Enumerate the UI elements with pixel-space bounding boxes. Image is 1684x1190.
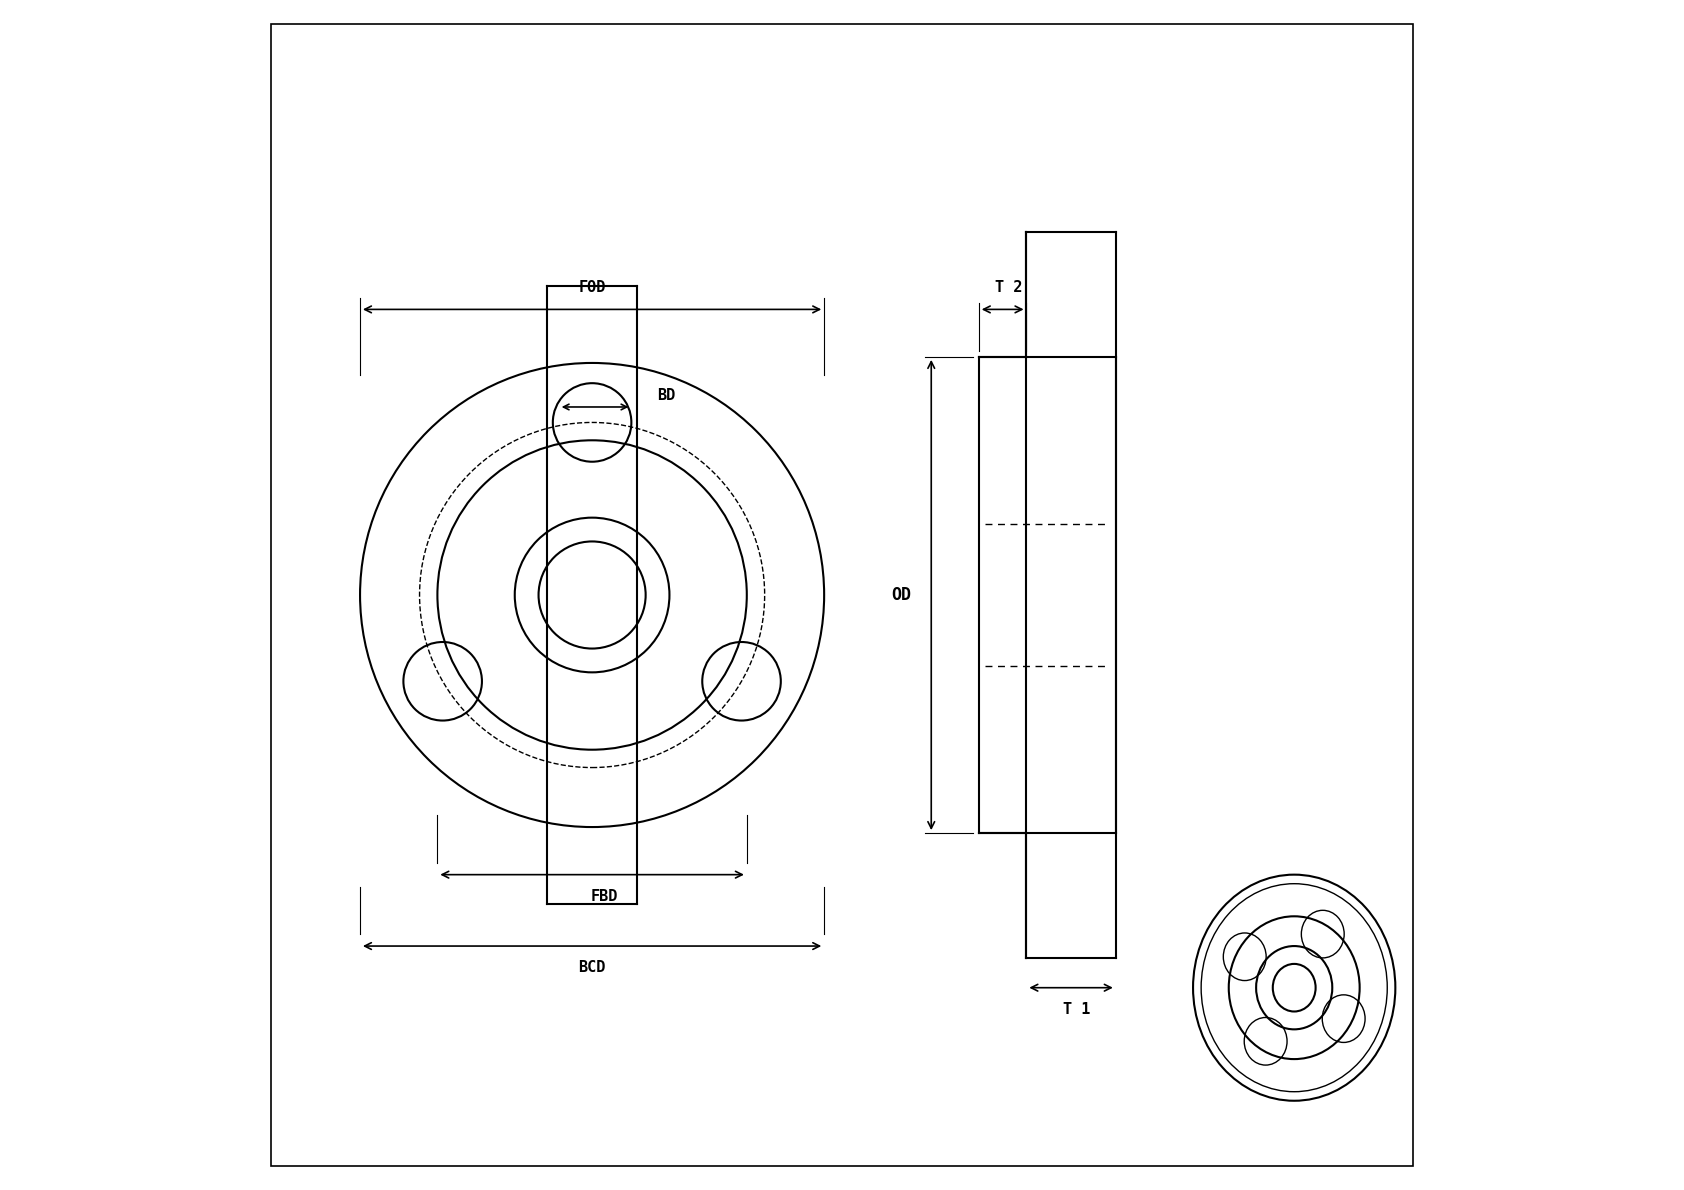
Text: FBD: FBD [591, 889, 618, 904]
Text: OD: OD [891, 585, 911, 605]
Text: BD: BD [657, 388, 675, 402]
Text: T 2: T 2 [995, 280, 1022, 295]
Text: FOD: FOD [578, 280, 606, 295]
Text: T 1: T 1 [1063, 1002, 1091, 1017]
Text: BCD: BCD [578, 960, 606, 976]
